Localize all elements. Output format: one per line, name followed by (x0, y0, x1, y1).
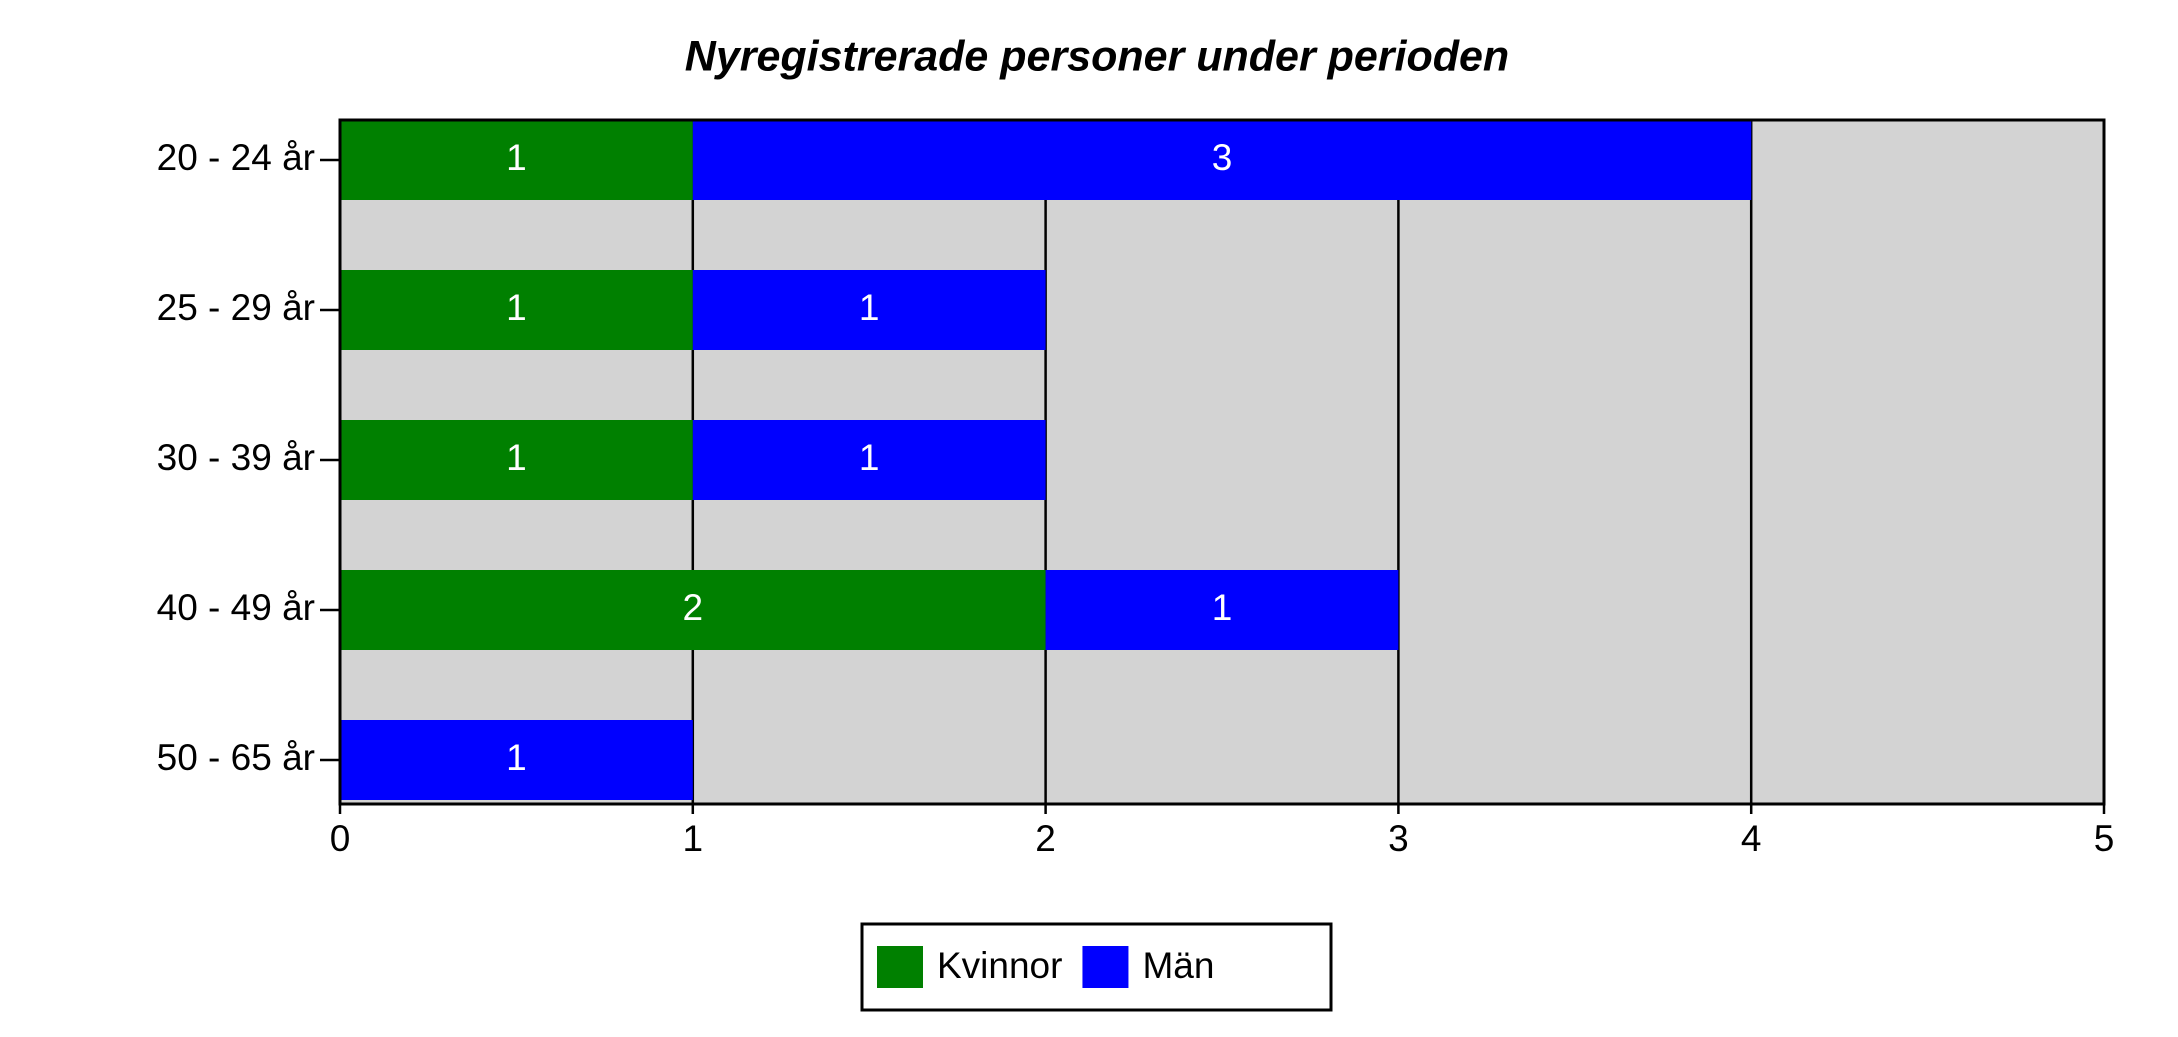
bar-label: 3 (1212, 137, 1233, 178)
bar (692, 120, 1752, 200)
bar (692, 270, 1046, 350)
x-tick-label: 1 (683, 818, 704, 859)
x-tick-label: 2 (1035, 818, 1056, 859)
plot-border (338, 118, 2106, 806)
bar-label: 2 (683, 587, 704, 628)
y-tick-label: 25 - 29 år (157, 287, 315, 328)
bar (340, 120, 693, 200)
y-tick-label: 20 - 24 år (157, 137, 315, 178)
bar (692, 420, 1046, 500)
y-tick-label: 40 - 49 år (157, 587, 315, 628)
bar (340, 570, 1046, 650)
legend-label: Män (1142, 945, 1214, 986)
legend-swatch (1082, 946, 1129, 988)
legend-swatch (877, 946, 923, 988)
legend-label: Kvinnor (937, 945, 1062, 986)
bar-label: 1 (1212, 587, 1233, 628)
bar (340, 720, 693, 800)
bar (340, 420, 693, 500)
bar-label: 1 (506, 737, 527, 778)
x-tick-label: 0 (330, 818, 351, 859)
x-tick-label: 4 (1741, 818, 1762, 859)
bar-label: 1 (506, 287, 527, 328)
bar-label: 1 (859, 287, 880, 328)
bar-label: 1 (506, 437, 527, 478)
bar (340, 270, 693, 350)
bar (1045, 570, 1399, 650)
x-tick-label: 5 (2094, 818, 2115, 859)
bar-label: 1 (506, 137, 527, 178)
bar-label: 1 (859, 437, 880, 478)
y-tick-label: 50 - 65 år (157, 737, 315, 778)
y-tick-label: 30 - 39 år (157, 437, 315, 478)
x-tick-label: 3 (1388, 818, 1409, 859)
chart-title: Nyregistrerade personer under perioden (685, 32, 1509, 80)
